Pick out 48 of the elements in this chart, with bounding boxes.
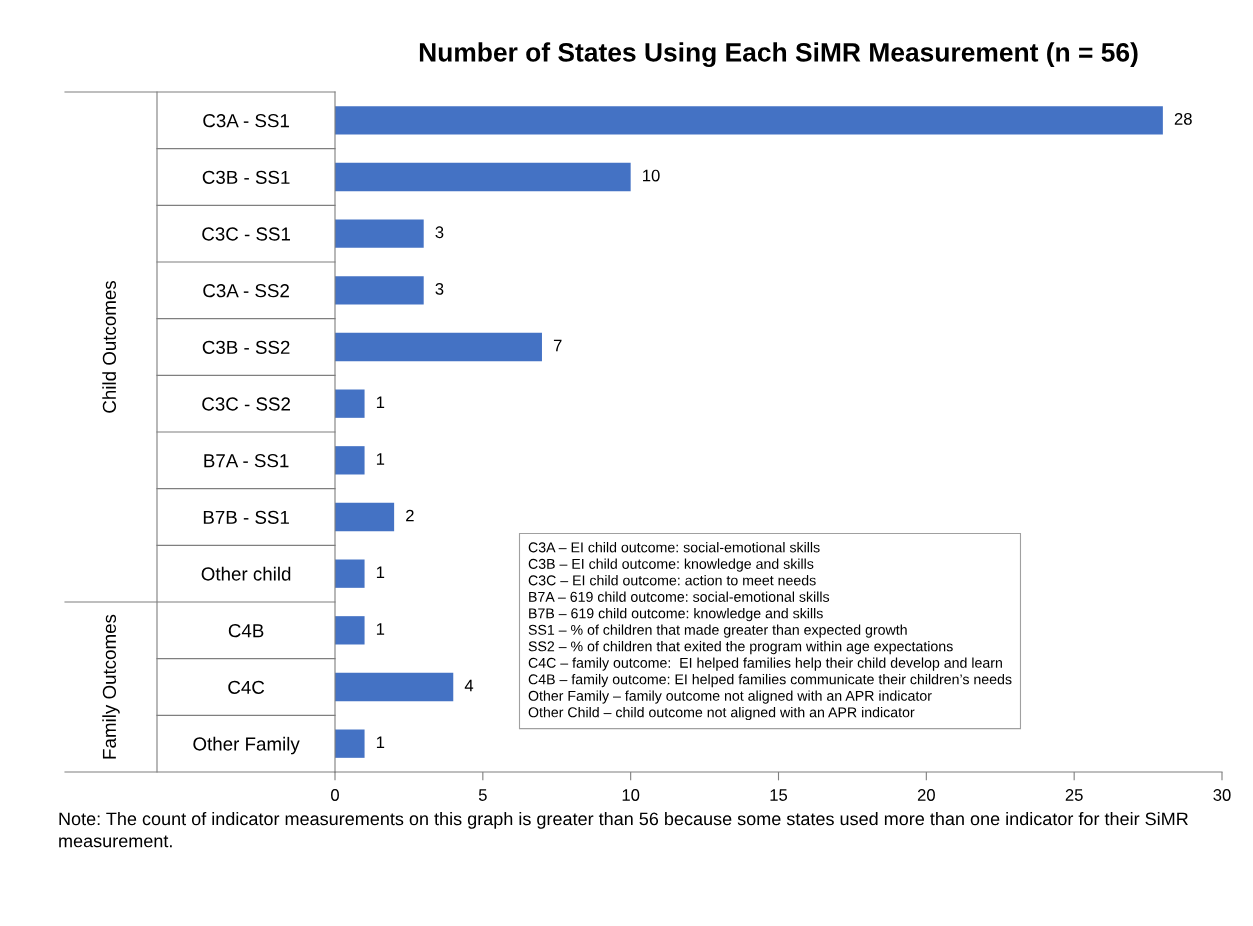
bar xyxy=(335,219,424,248)
bar xyxy=(335,162,631,192)
x-tick-label: 5 xyxy=(478,789,487,801)
data-label: 2 xyxy=(406,509,414,522)
data-label: 1 xyxy=(376,453,385,465)
bar xyxy=(335,389,365,418)
text: C3A – EI child outcome: social-emotional skills C3B – EI child outcome: knowledge and skills C3C – EI child outcome: action to meet needs B7A – 619 child outcome: social-emotional skills B7B – 619 child outcome: knowledge and skills SS1 – % of children that made greater than expected growth SS2 – % of children that exited the program within age expectations C4C – family outcome: EI helped families help their child develop and learn C4B – family outcome: EI helped families communicate their children’s needs Other Family – family outcome not aligned with an APR indicator Other Child – child outcome not aligned with an APR indicator xyxy=(528,542,1012,721)
y-tick-label: Other child xyxy=(201,566,291,581)
data-label: 1 xyxy=(376,566,385,578)
x-tick-label: 25 xyxy=(1065,789,1083,801)
y-tick-label: C4B xyxy=(228,624,264,638)
bar xyxy=(335,332,542,362)
bar xyxy=(335,559,365,588)
data-label: 1 xyxy=(376,396,385,408)
y-tick-label: C3A - SS1 xyxy=(203,114,289,128)
y-tick-label: B7A - SS1 xyxy=(204,454,289,468)
bar xyxy=(335,276,424,305)
data-label: 4 xyxy=(464,679,474,692)
y-tick-label: B7B - SS1 xyxy=(203,510,289,524)
data-label: 10 xyxy=(643,169,660,182)
y-tick-label: C3B - SS1 xyxy=(202,170,290,184)
text: Child Outcomes xyxy=(102,280,117,413)
data-label: 28 xyxy=(1174,113,1192,125)
data-label: 1 xyxy=(376,623,385,635)
x-tick-label: 15 xyxy=(770,789,788,801)
data-label: 3 xyxy=(435,283,444,295)
data-label: 3 xyxy=(435,226,444,239)
y-tick-label: Other Family xyxy=(193,736,300,755)
bar xyxy=(335,106,1163,135)
x-tick-label: 0 xyxy=(331,789,339,801)
text: Note: The count of indicator measurements on this graph is greater than 56 because some states used more than one indicator for their SiMR measurement. xyxy=(59,812,1188,848)
bar xyxy=(335,729,365,758)
x-tick-label: 30 xyxy=(1213,789,1231,801)
chart-title: Number of States Using Each SiMR Measurement (n = 56) xyxy=(419,42,1138,68)
data-label: 1 xyxy=(376,736,385,748)
x-tick-label: 20 xyxy=(917,789,935,801)
y-tick-label: C3B - SS2 xyxy=(202,340,290,354)
y-tick-label: C4C xyxy=(228,680,265,694)
data-label: 7 xyxy=(553,339,562,352)
y-tick-label: C3C - SS1 xyxy=(202,227,290,241)
y-tick-label: C3C - SS2 xyxy=(202,397,290,411)
bar xyxy=(335,616,365,645)
bar xyxy=(335,446,365,475)
bar xyxy=(335,502,395,532)
y-tick-label: C3A - SS2 xyxy=(203,284,289,298)
bar xyxy=(335,672,454,702)
text: Family Outcomes xyxy=(102,614,120,759)
x-tick-label: 10 xyxy=(622,789,640,801)
